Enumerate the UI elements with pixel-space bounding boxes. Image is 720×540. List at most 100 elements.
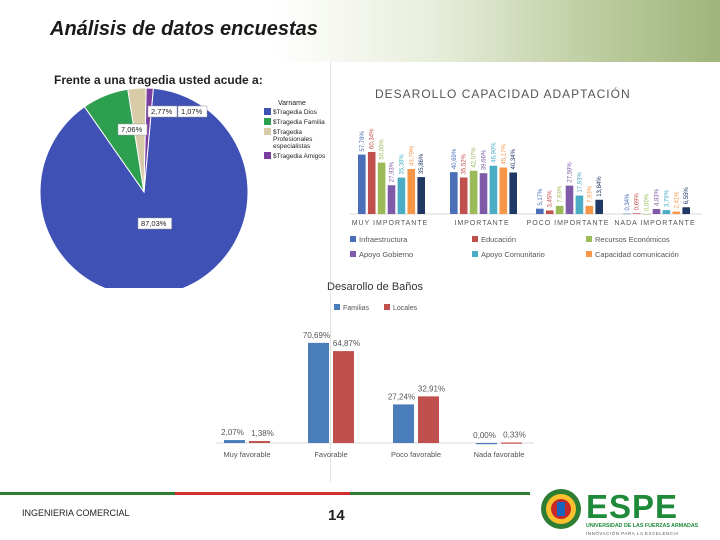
divider <box>330 62 331 482</box>
capacity-legend-item: Infraestructura <box>359 235 408 244</box>
capacity-bar <box>632 213 641 214</box>
banos-bar <box>333 351 354 443</box>
capacity-bar <box>585 205 594 214</box>
capacity-data-label: 60,34% <box>370 128 376 149</box>
capacity-bar <box>367 151 376 214</box>
capacity-bar <box>662 210 671 214</box>
pie-data-label-box <box>117 123 148 136</box>
capacity-legend-item: Apoyo Comunitario <box>481 250 545 259</box>
capacity-data-label: 50,00% <box>380 139 386 160</box>
capacity-bar <box>397 177 406 214</box>
logo-wordmark: ESPE <box>586 488 678 525</box>
capacity-data-label: 35,38% <box>399 154 405 175</box>
banos-legend-swatch <box>384 304 390 310</box>
pie-chart: Frente a una tragedia usted acude a: 87,… <box>40 68 330 288</box>
capacity-data-label: 27,93% <box>390 161 396 182</box>
logo-subtitle: UNIVERSIDAD DE LAS FUERZAS ARMADAS <box>586 523 699 529</box>
capacity-data-label: 39,66% <box>482 149 488 170</box>
banos-bar <box>476 443 497 445</box>
capacity-legend-swatch <box>586 236 592 242</box>
capacity-data-label: 3,45% <box>548 190 554 208</box>
capacity-bar <box>595 199 603 214</box>
capacity-legend-swatch <box>472 251 478 257</box>
capacity-category-label: IMPORTANTE <box>454 220 509 227</box>
capacity-bar <box>652 209 661 214</box>
capacity-data-label: 43,79% <box>409 145 415 166</box>
capacity-data-label: 4,83% <box>655 188 661 206</box>
capacity-data-label: 57,78% <box>360 131 366 152</box>
pie-legend-item: $Tragedia Dios <box>273 109 318 116</box>
pie-data-label-box <box>147 105 178 118</box>
capacity-legend-swatch <box>472 236 478 242</box>
capacity-bar <box>479 173 488 214</box>
capacity-data-label: 7,93% <box>587 185 593 203</box>
banos-data-label: 0,00% <box>473 431 496 440</box>
capacity-bar <box>642 214 651 215</box>
pie-legend-item: $Tragedia Amigos <box>273 153 326 160</box>
banos-data-label: 64,87% <box>333 339 360 348</box>
capacity-bar <box>565 185 574 214</box>
capacity-data-label: 42,07% <box>472 147 478 168</box>
pie-slice <box>40 87 249 288</box>
pie-legend-swatch <box>264 118 271 125</box>
page-number: 14 <box>328 507 345 524</box>
pie-data-label: 7,06% <box>121 125 143 134</box>
capacity-data-label: 6,55% <box>684 187 690 205</box>
capacity-bar <box>536 208 544 214</box>
capacity-data-label: 27,59% <box>568 162 574 183</box>
capacity-data-label: 13,84% <box>597 176 603 197</box>
banos-legend-item: Locales <box>393 305 418 312</box>
capacity-bar <box>459 177 468 214</box>
capacity-data-label: 45,17% <box>501 144 507 165</box>
university-seal-icon <box>541 489 581 529</box>
capacity-data-label: 40,69% <box>452 148 458 169</box>
footer-label: INGENIERIA COMERCIAL <box>22 508 130 518</box>
capacity-category-label: POCO IMPORTANTE <box>527 220 610 227</box>
banos-bar <box>418 396 439 443</box>
banos-category-label: Muy favorable <box>223 450 270 459</box>
footer-stripe <box>0 492 530 495</box>
banos-data-label: 70,69% <box>303 331 330 340</box>
capacity-data-label: 7,93% <box>558 185 564 203</box>
logo-tagline: INNOVACIÓN PARA LA EXCELENCIA <box>586 531 679 536</box>
capacity-bar <box>575 195 584 214</box>
capacity-data-label: 5,17% <box>538 188 544 206</box>
pie-legend-title: Varname <box>278 100 306 107</box>
capacity-bar <box>387 185 396 214</box>
capacity-category-label: NADA IMPORTANTE <box>614 220 695 227</box>
banos-legend-swatch <box>334 304 340 310</box>
banos-bar <box>501 442 522 444</box>
capacity-bar <box>489 165 498 214</box>
capacity-category-label: MUY IMPORTANTE <box>352 220 429 227</box>
capacity-legend-swatch <box>350 251 356 257</box>
slide-title: Análisis de datos encuestas <box>50 18 318 40</box>
capacity-bar <box>469 170 478 214</box>
pie-legend-item: $Tragedia Familia <box>273 119 325 126</box>
capacity-title: DESAROLLO CAPACIDAD ADAPTACIÓN <box>375 86 631 101</box>
banos-category-label: Nada favorable <box>474 450 525 459</box>
pie-data-label: 2,77% <box>151 107 173 116</box>
capacity-legend-item: Capacidad comunicación <box>595 250 679 259</box>
capacity-legend-swatch <box>586 251 592 257</box>
capacity-chart: DESAROLLO CAPACIDAD ADAPTACIÓN 57,78% 60,… <box>350 86 702 259</box>
banos-legend-item: Familias <box>343 305 370 312</box>
banos-title: Desarollo de Baños <box>327 281 424 293</box>
capacity-data-label: 2,41% <box>674 191 680 209</box>
banos-chart: Desarollo de Baños Familias Locales 2,07%… <box>216 281 534 459</box>
capacity-bar <box>417 177 425 214</box>
capacity-data-label: 3,79% <box>664 189 670 207</box>
capacity-data-label: 0,00% <box>645 193 651 211</box>
capacity-data-label: 17,93% <box>577 172 583 193</box>
pie-legend-swatch <box>264 152 271 159</box>
capacity-bar <box>545 210 554 214</box>
capacity-legend-item: Educación <box>481 235 516 244</box>
banos-bar <box>308 342 329 443</box>
capacity-legend-item: Apoyo Gobierno <box>359 250 413 259</box>
capacity-data-label: 35,52% <box>462 153 468 174</box>
capacity-legend-swatch <box>350 236 356 242</box>
banos-category-label: Favorable <box>314 450 347 459</box>
capacity-bar <box>623 213 631 215</box>
capacity-bar <box>450 172 458 214</box>
pie-legend-item: $Tragedia Profesionales especialistas <box>273 129 313 150</box>
capacity-data-label: 46,90% <box>491 142 497 163</box>
